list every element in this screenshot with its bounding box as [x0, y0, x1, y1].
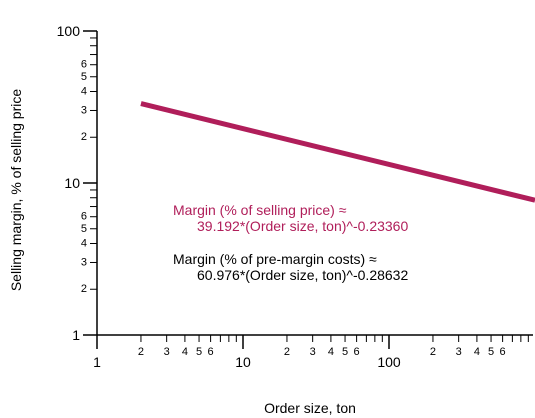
x-minor-tick-label: 4 — [474, 346, 480, 358]
y-minor-tick-label: 5 — [81, 223, 87, 235]
y-axis-title: Selling margin, % of selling price — [8, 88, 24, 292]
y-tick-label: 100 — [57, 23, 81, 39]
x-minor-tick-label: 5 — [196, 346, 202, 358]
y-minor-tick-label: 3 — [81, 256, 87, 268]
y-minor-tick-label: 4 — [81, 85, 87, 97]
annotation-selling-price-line1: Margin (% of selling price) ≈ — [173, 202, 347, 218]
y-minor-tick-label: 4 — [81, 237, 87, 249]
annotation-selling-price-line2: 39.192*(Order size, ton)^-0.23360 — [197, 218, 409, 234]
y-minor-tick-label: 6 — [81, 59, 87, 71]
x-minor-tick-label: 2 — [138, 346, 144, 358]
y-tick-label: 1 — [72, 327, 80, 343]
y-minor-tick-label: 2 — [81, 131, 87, 143]
x-tick-label: 10 — [235, 354, 251, 370]
x-tick-label: 1 — [93, 354, 101, 370]
y-minor-tick-label: 5 — [81, 71, 87, 83]
x-minor-tick-label: 3 — [164, 346, 170, 358]
y-minor-tick-label: 2 — [81, 283, 87, 295]
x-minor-tick-label: 3 — [456, 346, 462, 358]
x-minor-tick-label: 2 — [284, 346, 290, 358]
series-line-0 — [140, 101, 535, 203]
x-tick-label: 100 — [377, 354, 401, 370]
annotation-pre-margin-line2: 60.976*(Order size, ton)^-0.28632 — [197, 267, 409, 283]
x-minor-tick-label: 6 — [208, 346, 214, 358]
annotation-pre-margin-line1: Margin (% of pre-margin costs) ≈ — [173, 251, 377, 267]
x-axis-title: Order size, ton — [264, 400, 356, 416]
y-tick-label: 10 — [64, 175, 80, 191]
x-minor-tick-label: 4 — [182, 346, 188, 358]
x-minor-tick-label: 4 — [328, 346, 334, 358]
y-minor-tick-label: 6 — [81, 211, 87, 223]
x-minor-tick-label: 5 — [342, 346, 348, 358]
x-minor-tick-label: 6 — [354, 346, 360, 358]
y-axis-title-wrap: Selling margin, % of selling price — [6, 40, 26, 340]
x-minor-tick-label: 3 — [310, 346, 316, 358]
y-minor-tick-label: 3 — [81, 104, 87, 116]
x-minor-tick-label: 5 — [488, 346, 494, 358]
series-layer — [140, 101, 535, 203]
x-minor-tick-label: 6 — [500, 346, 506, 358]
x-minor-tick-label: 2 — [430, 346, 436, 358]
